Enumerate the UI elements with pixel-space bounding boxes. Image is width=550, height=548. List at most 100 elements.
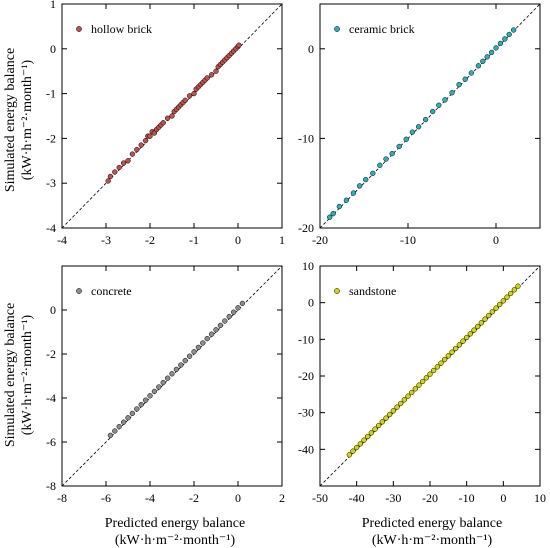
data-point-sandstone-26 xyxy=(442,356,448,363)
y-tick-label-sandstone: 10 xyxy=(302,259,314,273)
legend-label-ceramic-brick: ceramic brick xyxy=(349,22,415,36)
data-point-concrete-19 xyxy=(191,349,197,355)
data-point-sandstone-38 xyxy=(486,312,492,319)
data-point-sandstone-19 xyxy=(416,382,422,388)
data-point-concrete-21 xyxy=(200,340,206,346)
data-point-sandstone-23 xyxy=(431,367,437,374)
data-point-sandstone-15 xyxy=(401,397,407,403)
data-point-ceramic-brick-16 xyxy=(429,108,436,115)
data-point-hollow-brick-27 xyxy=(191,90,197,97)
data-point-sandstone-4 xyxy=(361,437,367,443)
data-point-ceramic-brick-11 xyxy=(396,143,402,150)
data-point-sandstone-31 xyxy=(460,338,466,344)
legend-label-hollow-brick: hollow brick xyxy=(91,22,152,36)
data-point-ceramic-brick-9 xyxy=(383,156,389,162)
data-point-sandstone-20 xyxy=(420,378,426,385)
legend-marker-hollow-brick xyxy=(76,26,82,32)
data-point-concrete-26 xyxy=(222,318,228,324)
y-tick-label-ceramic-brick: 0 xyxy=(308,42,314,56)
data-point-sandstone-12 xyxy=(390,408,396,414)
data-point-hollow-brick-35 xyxy=(213,68,219,74)
x-tick-label-sandstone: 0 xyxy=(500,491,506,505)
data-point-concrete-30 xyxy=(239,300,246,307)
x-tick-label-hollow-brick: -1 xyxy=(189,233,199,247)
plot-frame-ceramic-brick xyxy=(319,3,541,229)
data-point-ceramic-brick-18 xyxy=(442,97,448,103)
y-tick-label-sandstone: -30 xyxy=(298,406,314,420)
panel-hollow-brick: -4 -3 -2 -1 0 1 -4 -3 -2 -1 0 1 hollow brick xyxy=(46,0,285,247)
data-point-hollow-brick-17 xyxy=(160,120,166,126)
panel-ceramic-brick: -20 -10 0 -20 -10 0 ceramic brick xyxy=(298,3,541,247)
x-tick-label-sandstone: -30 xyxy=(385,491,401,505)
data-point-sandstone-13 xyxy=(394,404,400,410)
x-tick-label-sandstone: -10 xyxy=(459,491,475,505)
y-tick-label-ceramic-brick: -20 xyxy=(298,221,314,235)
data-point-ceramic-brick-6 xyxy=(363,176,369,183)
x-tick-label-concrete: 2 xyxy=(279,491,285,505)
xlabel-right-line1: Predicted energy balance xyxy=(362,516,502,531)
data-point-hollow-brick-11 xyxy=(147,133,153,139)
data-point-sandstone-37 xyxy=(482,316,488,322)
data-point-concrete-10 xyxy=(151,388,158,395)
ylabel-top-line2: (kW·h·m⁻²·month⁻¹) xyxy=(20,59,35,180)
x-tick-label-concrete: 0 xyxy=(235,491,241,505)
data-point-ceramic-brick-3 xyxy=(343,197,350,203)
legend-marker-concrete xyxy=(76,288,82,294)
data-point-hollow-brick-8 xyxy=(138,142,144,148)
x-tick-label-hollow-brick: -3 xyxy=(101,233,111,247)
data-point-ceramic-brick-25 xyxy=(484,54,490,60)
y-tick-label-concrete: -8 xyxy=(46,479,56,493)
data-point-sandstone-40 xyxy=(493,305,499,311)
data-point-concrete-14 xyxy=(169,371,175,377)
data-point-sandstone-6 xyxy=(368,430,374,436)
data-point-ceramic-brick-23 xyxy=(475,63,482,69)
x-tick-label-ceramic-brick: 0 xyxy=(493,233,499,247)
data-point-sandstone-7 xyxy=(372,426,378,432)
data-point-concrete-17 xyxy=(182,357,188,364)
legend-label-concrete: concrete xyxy=(91,284,132,298)
x-tick-label-concrete: -2 xyxy=(189,491,199,505)
data-point-ceramic-brick-4 xyxy=(350,190,357,196)
data-point-ceramic-brick-30 xyxy=(506,31,512,38)
data-point-sandstone-11 xyxy=(387,411,393,418)
data-point-concrete-1 xyxy=(112,428,118,434)
data-point-sandstone-9 xyxy=(379,419,385,425)
ylabel-top-line1: Simulated energy balance xyxy=(3,48,18,192)
y-tick-label-ceramic-brick: -10 xyxy=(298,131,314,145)
data-point-hollow-brick-6 xyxy=(129,151,136,157)
data-point-concrete-9 xyxy=(147,393,153,399)
data-point-ceramic-brick-21 xyxy=(462,76,468,82)
data-point-concrete-8 xyxy=(142,397,149,403)
data-point-sandstone-10 xyxy=(383,415,389,421)
data-point-hollow-brick-18 xyxy=(164,115,171,121)
data-point-ceramic-brick-28 xyxy=(497,40,504,47)
y-tick-label-hollow-brick: 0 xyxy=(50,42,56,56)
data-point-ceramic-brick-29 xyxy=(502,36,508,42)
data-point-hollow-brick-19 xyxy=(169,113,175,119)
data-point-hollow-brick-0 xyxy=(105,178,111,184)
data-point-sandstone-24 xyxy=(434,364,440,370)
data-point-concrete-0 xyxy=(107,432,114,439)
data-point-ceramic-brick-14 xyxy=(415,124,422,130)
data-point-sandstone-17 xyxy=(409,389,415,396)
data-point-hollow-brick-7 xyxy=(134,146,140,153)
data-point-hollow-brick-26 xyxy=(186,93,193,99)
data-point-concrete-15 xyxy=(173,366,180,373)
data-point-sandstone-36 xyxy=(478,320,484,326)
x-tick-label-hollow-brick: -4 xyxy=(57,233,67,247)
y-tick-label-sandstone: -10 xyxy=(298,332,314,346)
x-tick-label-sandstone: -20 xyxy=(422,491,438,505)
legend-marker-ceramic-brick xyxy=(334,26,340,32)
data-point-ceramic-brick-19 xyxy=(449,90,455,96)
y-tick-label-hollow-brick: -3 xyxy=(46,176,56,190)
data-point-concrete-24 xyxy=(213,327,219,333)
data-point-sandstone-33 xyxy=(467,331,473,337)
data-point-ceramic-brick-0 xyxy=(327,214,333,220)
panel-concrete: -8 -6 -4 -2 0 2 -8 -6 -4 -2 0 concrete xyxy=(46,265,285,505)
data-point-concrete-28 xyxy=(230,309,237,315)
plot-frame-concrete xyxy=(61,265,283,487)
data-point-concrete-27 xyxy=(226,313,232,320)
legend-marker-sandstone xyxy=(334,288,340,294)
data-point-concrete-22 xyxy=(204,335,210,342)
data-point-ceramic-brick-1 xyxy=(330,211,336,217)
